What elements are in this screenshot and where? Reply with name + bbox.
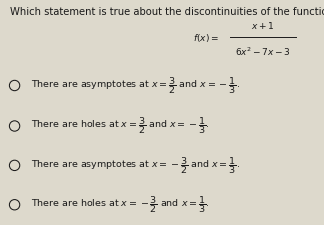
Text: There are asymptotes at $x=\dfrac{3}{2}$ and $x=-\dfrac{1}{3}$.: There are asymptotes at $x=\dfrac{3}{2}$…: [31, 75, 240, 96]
Text: There are holes at $x=\dfrac{3}{2}$ and $x=-\dfrac{1}{3}$.: There are holes at $x=\dfrac{3}{2}$ and …: [31, 115, 209, 137]
Text: $f(x) =$: $f(x) =$: [193, 32, 219, 44]
Text: $6x^2-7x-3$: $6x^2-7x-3$: [235, 45, 290, 58]
Text: $x+1$: $x+1$: [251, 20, 274, 31]
Text: There are holes at $x=-\dfrac{3}{2}$ and $x=\dfrac{1}{3}$.: There are holes at $x=-\dfrac{3}{2}$ and…: [31, 194, 209, 215]
Text: Which statement is true about the discontinuities of the function f(x)?: Which statement is true about the discon…: [10, 7, 324, 17]
Text: There are asymptotes at $x=-\dfrac{3}{2}$ and $x=\dfrac{1}{3}$.: There are asymptotes at $x=-\dfrac{3}{2}…: [31, 155, 240, 176]
